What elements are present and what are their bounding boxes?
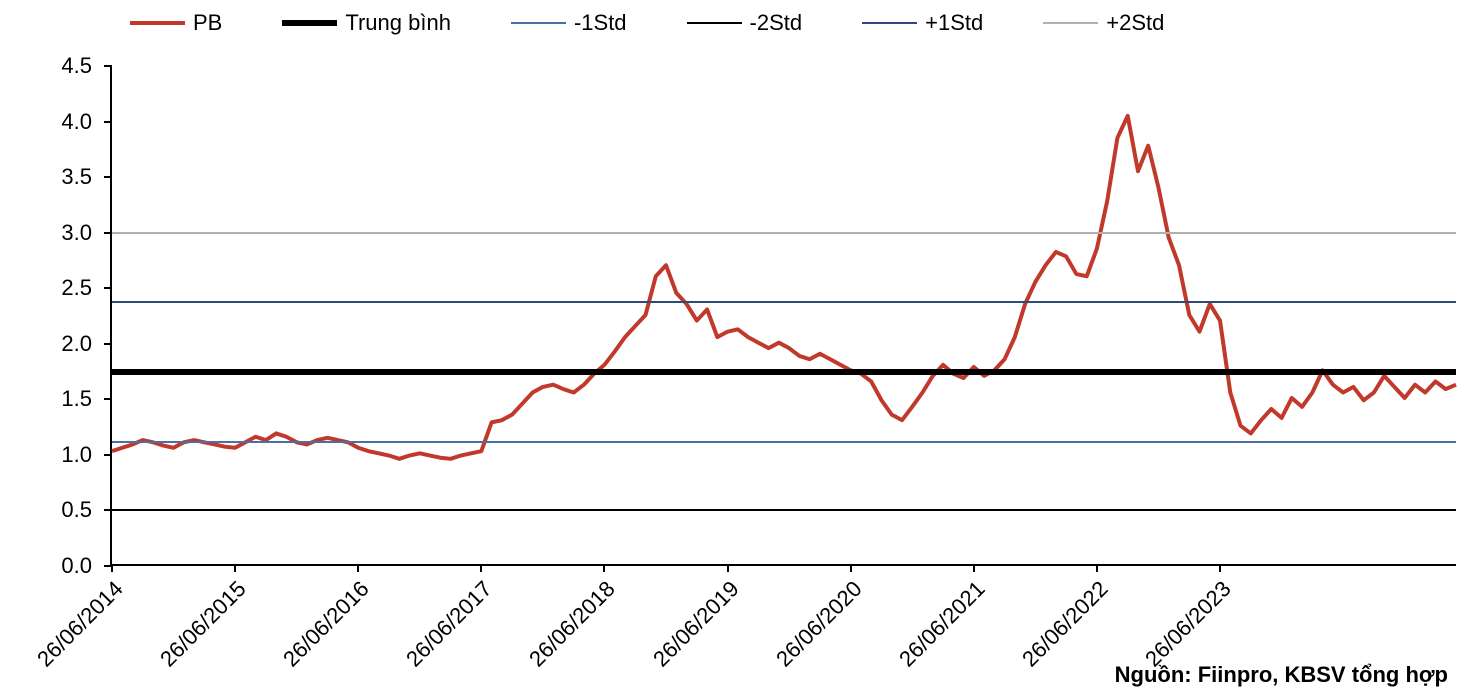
legend-label: +2Std (1106, 10, 1164, 36)
y-tick-label: 3.5 (61, 164, 92, 190)
y-tick-mark (104, 287, 112, 289)
legend-item-p2std: +2Std (1043, 10, 1164, 36)
y-tick-mark (104, 65, 112, 67)
hline-m2std (112, 509, 1456, 511)
legend-item-pb: PB (130, 10, 222, 36)
legend-item-p1std: +1Std (862, 10, 983, 36)
plot-area: 0.00.51.01.52.02.53.03.54.04.5 (10, 66, 1456, 566)
y-tick-label: 4.5 (61, 53, 92, 79)
legend-swatch-icon (282, 20, 337, 26)
hline-mean (112, 369, 1456, 375)
y-tick-mark (104, 121, 112, 123)
y-tick-label: 2.5 (61, 275, 92, 301)
legend-item-mean: Trung bình (282, 10, 451, 36)
y-tick-mark (104, 232, 112, 234)
legend-item-m2std: -2Std (687, 10, 803, 36)
legend-label: Trung bình (345, 10, 451, 36)
legend-swatch-icon (687, 22, 742, 24)
legend: PB Trung bình -1Std -2Std +1Std +2Std (10, 10, 1456, 66)
y-tick-label: 0.5 (61, 497, 92, 523)
legend-swatch-icon (1043, 22, 1098, 24)
y-tick-label: 4.0 (61, 109, 92, 135)
pb-chart: PB Trung bình -1Std -2Std +1Std +2Std 0.0 0.5 1… (10, 10, 1456, 688)
y-axis: 0.00.51.01.52.02.53.03.54.04.5 (10, 66, 110, 566)
hline-m1std (112, 441, 1456, 443)
y-tick-label: 0.0 (61, 553, 92, 579)
y-tick-mark (104, 343, 112, 345)
y-tick-mark (104, 454, 112, 456)
y-tick-label: 3.0 (61, 220, 92, 246)
hline-p2std (112, 232, 1456, 234)
legend-label: -1Std (574, 10, 627, 36)
pb-line (112, 66, 1456, 564)
legend-item-m1std: -1Std (511, 10, 627, 36)
legend-swatch-icon (130, 21, 185, 25)
y-tick-label: 2.0 (61, 331, 92, 357)
plot (110, 66, 1456, 566)
y-tick-mark (104, 509, 112, 511)
pb-path (112, 116, 1456, 459)
hline-p1std (112, 301, 1456, 303)
x-axis: 26/06/201426/06/201526/06/201626/06/2017… (110, 566, 1456, 656)
source-text: Nguồn: Fiinpro, KBSV tổng hợp (10, 656, 1456, 688)
legend-label: PB (193, 10, 222, 36)
y-tick-label: 1.5 (61, 386, 92, 412)
legend-swatch-icon (862, 22, 917, 24)
y-tick-label: 1.0 (61, 442, 92, 468)
y-tick-mark (104, 398, 112, 400)
legend-label: +1Std (925, 10, 983, 36)
legend-swatch-icon (511, 22, 566, 24)
legend-label: -2Std (750, 10, 803, 36)
y-tick-mark (104, 176, 112, 178)
